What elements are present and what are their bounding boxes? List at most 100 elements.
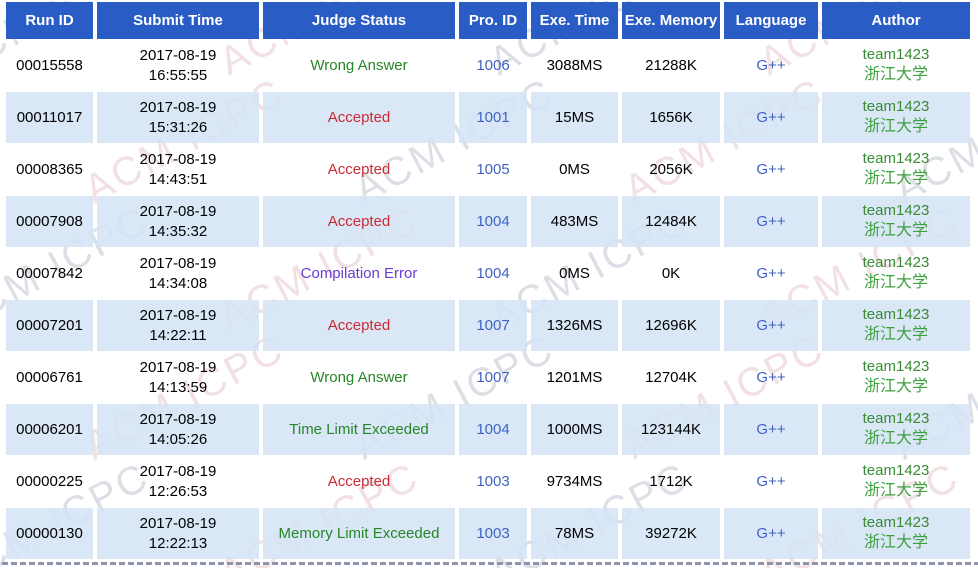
table-row: 00007842 2017-08-19 14:34:08 Compilation Er… (6, 248, 970, 299)
language-cell: G++ (724, 248, 818, 299)
exe-time-cell: 0MS (559, 161, 590, 178)
exe-memory-cell: 123144K (622, 404, 720, 455)
language-link[interactable]: G++ (756, 317, 786, 334)
author-cell: team1423 浙江大学 (822, 196, 970, 247)
author-team-link[interactable]: team1423 (862, 514, 930, 532)
author-cell: team1423 浙江大学 (822, 352, 970, 403)
problem-id-cell: 1004 (459, 248, 527, 299)
exe-memory-cell: 12484K (622, 196, 720, 247)
column-header-run-id: Run ID (6, 2, 93, 39)
problem-id-cell: 1004 (459, 404, 527, 455)
judge-status-text: Time Limit Exceeded (289, 421, 429, 438)
exe-time-cell: 15MS (531, 92, 618, 143)
author-cell: team1423 浙江大学 (822, 40, 970, 91)
submit-time-cell: 2017-08-19 12:22:13 (97, 508, 259, 559)
judge-status-cell: Compilation Error (263, 248, 455, 299)
submit-time-text: 2017-08-19 14:22:11 (99, 306, 257, 345)
language-link[interactable]: G++ (756, 161, 786, 178)
author-text: team1423 浙江大学 (824, 513, 968, 553)
author-team-link[interactable]: team1423 (862, 202, 930, 220)
author-university-link[interactable]: 浙江大学 (863, 325, 928, 343)
language-link[interactable]: G++ (756, 109, 786, 126)
author-university-link[interactable]: 浙江大学 (863, 533, 928, 551)
table-row: 00015558 2017-08-19 16:55:55 Wrong Answer 10… (6, 40, 970, 91)
judge-status-cell: Accepted (263, 92, 455, 143)
problem-id-link[interactable]: 1005 (476, 161, 510, 178)
author-cell: team1423 浙江大学 (822, 248, 970, 299)
author-team-link[interactable]: team1423 (862, 410, 930, 428)
table-row: 00007908 2017-08-19 14:35:32 Accepted 1004 48… (6, 196, 970, 247)
language-cell: G++ (724, 40, 818, 91)
submit-time-cell: 2017-08-19 12:26:53 (97, 456, 259, 507)
problem-id-link[interactable]: 1003 (476, 473, 510, 490)
column-header-judge-status: Judge Status (263, 2, 455, 39)
run-id-cell: 00006201 (6, 404, 93, 455)
author-text: team1423 浙江大学 (824, 409, 968, 449)
submit-clock: 15:31:26 (148, 118, 208, 136)
author-university-link[interactable]: 浙江大学 (863, 65, 928, 83)
run-id-cell: 00007908 (6, 196, 93, 247)
problem-id-link[interactable]: 1007 (476, 369, 510, 386)
table-row: 00007201 2017-08-19 14:22:11 Accepted 1007 13… (6, 300, 970, 351)
run-id-cell: 00008365 (16, 161, 83, 178)
author-university-link[interactable]: 浙江大学 (863, 481, 928, 499)
problem-id-link[interactable]: 1004 (476, 421, 510, 438)
problem-id-link[interactable]: 1003 (476, 525, 510, 542)
language-cell: G++ (724, 196, 818, 247)
judge-status-cell: Accepted (263, 196, 455, 247)
author-team-link[interactable]: team1423 (862, 150, 930, 168)
submit-clock: 14:13:59 (148, 378, 208, 396)
author-university-link[interactable]: 浙江大学 (863, 169, 928, 187)
author-text: team1423 浙江大学 (824, 97, 968, 137)
submit-time-text: 2017-08-19 16:55:55 (99, 46, 257, 85)
problem-id-link[interactable]: 1001 (476, 109, 510, 126)
author-cell: team1423 浙江大学 (822, 508, 970, 559)
submit-time-text: 2017-08-19 14:13:59 (99, 358, 257, 397)
language-link[interactable]: G++ (756, 57, 786, 74)
exe-time-cell: 78MS (531, 508, 618, 559)
author-team-link[interactable]: team1423 (862, 462, 930, 480)
run-id-cell: 00000130 (6, 508, 93, 559)
exe-memory-cell: 2056K (649, 161, 693, 178)
submit-time-cell: 2017-08-19 14:35:32 (97, 196, 259, 247)
problem-id-link[interactable]: 1004 (476, 265, 510, 282)
author-team-link[interactable]: team1423 (862, 98, 930, 116)
problem-id-cell: 1003 (459, 508, 527, 559)
language-link[interactable]: G++ (756, 265, 786, 282)
problem-id-link[interactable]: 1007 (476, 317, 510, 334)
submit-clock: 12:26:53 (148, 482, 208, 500)
language-link[interactable]: G++ (756, 473, 786, 490)
problem-id-cell: 1007 (459, 300, 527, 351)
author-team-link[interactable]: team1423 (862, 46, 930, 64)
language-link[interactable]: G++ (756, 525, 786, 542)
exe-memory-cell: 12696K (622, 300, 720, 351)
language-link[interactable]: G++ (756, 421, 786, 438)
author-university-link[interactable]: 浙江大学 (863, 377, 928, 395)
author-university-link[interactable]: 浙江大学 (863, 273, 928, 291)
author-team-link[interactable]: team1423 (862, 358, 930, 376)
submit-time-text: 2017-08-19 12:22:13 (99, 514, 257, 553)
author-cell: team1423 浙江大学 (822, 300, 970, 351)
table-row: 00000130 2017-08-19 12:22:13 Memory Limit E… (6, 508, 970, 559)
judge-status-text: Accepted (327, 473, 391, 490)
problem-id-link[interactable]: 1004 (476, 213, 510, 230)
author-university-link[interactable]: 浙江大学 (863, 221, 928, 239)
exe-memory-cell: 1712K (649, 473, 693, 490)
author-team-link[interactable]: team1423 (862, 306, 930, 324)
run-id-cell: 00006761 (16, 369, 83, 386)
judge-status-text: Memory Limit Exceeded (278, 525, 440, 542)
judge-status-text: Wrong Answer (310, 369, 408, 386)
author-university-link[interactable]: 浙江大学 (863, 429, 928, 447)
exe-time-cell: 0MS (559, 265, 590, 282)
language-cell: G++ (724, 508, 818, 559)
author-university-link[interactable]: 浙江大学 (863, 117, 928, 135)
table-header-row: Run ID Submit Time Judge Status Pro. ID Exe.… (6, 2, 970, 39)
language-link[interactable]: G++ (756, 213, 786, 230)
column-header-author: Author (822, 2, 970, 39)
author-text: team1423 浙江大学 (824, 45, 968, 85)
problem-id-link[interactable]: 1006 (476, 57, 510, 74)
author-team-link[interactable]: team1423 (862, 254, 930, 272)
submit-clock: 14:43:51 (148, 170, 208, 188)
language-link[interactable]: G++ (756, 369, 786, 386)
run-id-cell: 00007842 (16, 265, 83, 282)
